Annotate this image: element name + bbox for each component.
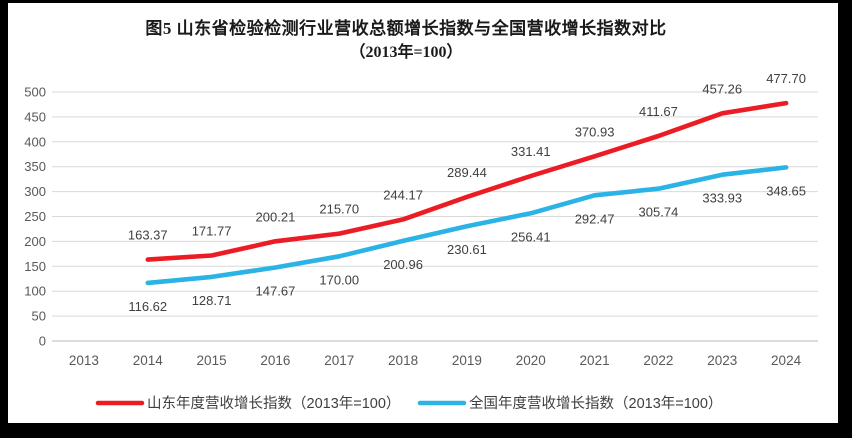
chart-title-line1: 图5 山东省检验检测行业营收总额增长指数与全国营收增长指数对比 xyxy=(145,19,667,38)
x-tick-label: 2015 xyxy=(197,353,227,368)
y-axis-tick-labels: 0 50 100 150 200 250 300 350 400 450 500 xyxy=(24,85,46,349)
data-label: 230.61 xyxy=(447,242,487,257)
y-tick-label: 150 xyxy=(24,259,46,274)
y-tick-label: 250 xyxy=(24,209,46,224)
x-tick-label: 2023 xyxy=(707,353,737,368)
data-label: 170.00 xyxy=(319,272,359,287)
data-label: 163.37 xyxy=(128,228,168,243)
data-label: 128.71 xyxy=(192,293,232,308)
series-line-national xyxy=(145,165,789,286)
gridlines xyxy=(52,91,818,342)
data-label: 215.70 xyxy=(319,202,359,217)
series-shandong: 163.37 171.77 200.21 215.70 244.17 289.44 331.… xyxy=(128,71,806,262)
series-line-shandong xyxy=(145,100,789,262)
chart-title-line2: （2013年=100） xyxy=(349,44,463,61)
legend-label-national: 全国年度营收增长指数（2013年=100） xyxy=(469,394,722,412)
data-label: 457.26 xyxy=(702,81,742,96)
x-tick-label: 2021 xyxy=(580,353,610,368)
data-label: 370.93 xyxy=(575,124,615,139)
x-tick-label: 2016 xyxy=(260,353,290,368)
chart-title: 图5 山东省检验检测行业营收总额增长指数与全国营收增长指数对比 （2013年=1… xyxy=(8,16,804,64)
x-axis-tick-labels: 2013 2014 2015 2016 2017 2018 2019 2020 2021 2022… xyxy=(69,353,802,368)
y-tick-label: 500 xyxy=(24,85,46,100)
series-national: 116.62 128.71 147.67 170.00 200.96 230.61 256.… xyxy=(128,165,806,314)
x-tick-label: 2019 xyxy=(452,353,482,368)
series-data-labels: 116.62 128.71 147.67 170.00 200.96 230.61 256.… xyxy=(128,183,806,314)
y-tick-label: 350 xyxy=(24,159,46,174)
x-tick-label: 2018 xyxy=(388,353,418,368)
x-tick-label: 2020 xyxy=(516,353,546,368)
legend: 山东年度营收增长指数（2013年=100） 全国年度营收增长指数（2013年=10… xyxy=(95,394,722,412)
y-tick-label: 100 xyxy=(24,284,46,299)
x-tick-label: 2014 xyxy=(133,353,164,368)
data-label: 116.62 xyxy=(128,299,167,314)
data-label: 200.96 xyxy=(383,257,423,272)
data-label: 333.93 xyxy=(702,191,742,206)
legend-label-shandong: 山东年度营收增长指数（2013年=100） xyxy=(147,395,400,412)
data-label: 305.74 xyxy=(639,205,679,220)
data-label: 147.67 xyxy=(256,283,296,298)
x-tick-label: 2024 xyxy=(771,353,802,368)
y-tick-label: 400 xyxy=(24,134,46,149)
data-label: 200.21 xyxy=(256,209,296,224)
data-label: 289.44 xyxy=(447,165,487,180)
x-tick-label: 2013 xyxy=(69,353,99,368)
data-label: 292.47 xyxy=(575,211,615,226)
data-label: 171.77 xyxy=(192,223,232,238)
y-tick-label: 450 xyxy=(24,109,46,124)
data-label: 477.70 xyxy=(766,71,806,86)
data-label: 331.41 xyxy=(511,144,551,159)
y-tick-label: 50 xyxy=(32,309,46,324)
series-data-labels: 163.37 171.77 200.21 215.70 244.17 289.44 331.… xyxy=(128,71,806,243)
y-tick-label: 300 xyxy=(24,184,46,199)
data-label: 256.41 xyxy=(511,229,551,244)
data-label: 411.67 xyxy=(639,104,678,119)
data-label: 348.65 xyxy=(766,183,806,198)
chart-area: 图5 山东省检验检测行业营收总额增长指数与全国营收增长指数对比 （2013年=1… xyxy=(8,3,838,423)
x-tick-label: 2022 xyxy=(643,353,673,368)
data-label: 244.17 xyxy=(383,187,423,202)
y-tick-label: 200 xyxy=(24,234,46,249)
x-tick-label: 2017 xyxy=(324,353,354,368)
y-tick-label: 0 xyxy=(39,334,46,349)
